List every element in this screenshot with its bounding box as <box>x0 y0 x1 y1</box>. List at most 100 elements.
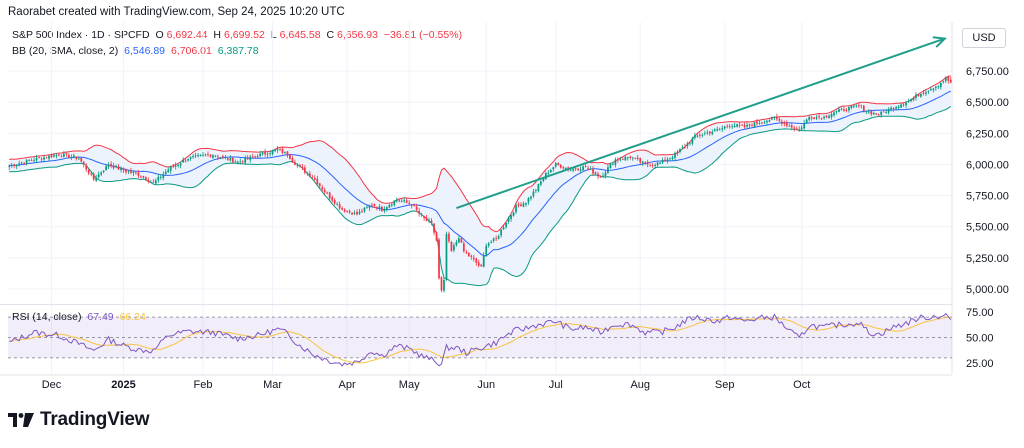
candle <box>363 207 366 214</box>
candle <box>793 125 796 132</box>
candle <box>246 154 249 161</box>
candle <box>778 116 781 122</box>
candle-body <box>20 162 23 164</box>
candle-body <box>306 172 309 174</box>
candle <box>624 155 627 161</box>
close-label: C <box>326 29 335 41</box>
candle-body <box>686 143 689 146</box>
candle <box>522 201 525 208</box>
candle-body <box>246 157 249 159</box>
candle-body <box>870 111 873 115</box>
candle-body <box>8 165 11 167</box>
candle <box>708 131 711 136</box>
bb-label[interactable]: BB (20, SMA, close, 2) <box>12 45 119 57</box>
candle-body <box>65 153 68 155</box>
symbol-label[interactable]: S&P 500 Index · 1D · SPCFD <box>12 29 150 41</box>
candle <box>462 240 465 253</box>
candle <box>937 85 940 89</box>
candle <box>646 159 649 168</box>
candle <box>706 129 709 136</box>
candle-body <box>626 157 629 159</box>
candle <box>107 162 110 170</box>
bb-legend: BB (20, SMA, close, 2) 6,546.89 6,706.01… <box>12 45 262 57</box>
candle-body <box>788 125 791 127</box>
candle-body <box>85 165 88 170</box>
candle <box>877 113 880 116</box>
candle <box>425 215 428 222</box>
candle-body <box>445 234 448 280</box>
candle-body <box>154 180 157 184</box>
candle <box>15 164 18 170</box>
candle <box>701 133 704 138</box>
candle <box>723 125 726 130</box>
candle <box>45 156 48 159</box>
candle-body <box>795 128 798 130</box>
candle <box>527 196 530 206</box>
candle <box>229 155 232 162</box>
candle-body <box>512 212 515 216</box>
candle-body <box>403 200 406 202</box>
candle <box>299 163 301 168</box>
candle <box>177 164 180 168</box>
candle <box>579 166 582 173</box>
candle <box>169 165 172 174</box>
candle-body <box>366 206 368 208</box>
candle-body <box>602 175 604 177</box>
candle-body <box>818 116 820 118</box>
candle <box>23 161 26 166</box>
candle-body <box>763 122 766 124</box>
candle <box>855 104 858 108</box>
candle <box>641 160 644 167</box>
candle-body <box>331 197 334 201</box>
candle-body <box>855 105 858 107</box>
candle-body <box>58 154 60 156</box>
candle <box>492 237 495 243</box>
candle <box>122 167 125 174</box>
candle <box>639 157 642 165</box>
candle <box>286 150 289 158</box>
candle <box>351 212 353 216</box>
candle <box>482 252 485 268</box>
time-tick-label: Sep <box>715 379 735 391</box>
currency-button[interactable]: USD <box>962 28 1006 48</box>
candle <box>212 154 214 159</box>
time-tick-label: Jul <box>549 379 563 391</box>
candle <box>773 116 776 121</box>
candle <box>696 132 699 138</box>
candle-body <box>731 126 734 128</box>
candle-body <box>487 243 490 246</box>
candle-body <box>808 117 811 120</box>
candle <box>835 110 838 115</box>
candle-body <box>60 156 63 158</box>
candle <box>117 164 120 170</box>
candle <box>743 122 746 129</box>
candle-body <box>850 105 853 109</box>
candle-body <box>594 172 597 174</box>
candle <box>930 87 932 92</box>
candle-body <box>234 161 237 163</box>
rsi-label[interactable]: RSI (14, close) <box>12 311 82 323</box>
candle-body <box>184 160 187 162</box>
candle-body <box>398 200 401 202</box>
candle <box>487 241 490 248</box>
candle <box>395 197 398 203</box>
candle <box>617 157 619 163</box>
candle <box>634 157 637 160</box>
candle-body <box>199 154 202 156</box>
candle-body <box>274 149 276 152</box>
candle <box>867 108 870 114</box>
candle-body <box>137 172 140 176</box>
candle <box>584 163 587 168</box>
candle-body <box>823 116 825 119</box>
candle <box>892 107 895 112</box>
candle <box>927 90 930 95</box>
candle-body <box>259 153 262 157</box>
candle-body <box>177 164 180 166</box>
bb-basis-value: 6,546.89 <box>124 45 166 57</box>
candle <box>25 158 28 166</box>
candle <box>75 156 78 161</box>
candle <box>795 126 798 130</box>
trend-arrow-line <box>456 37 946 209</box>
candle-body <box>582 166 584 171</box>
